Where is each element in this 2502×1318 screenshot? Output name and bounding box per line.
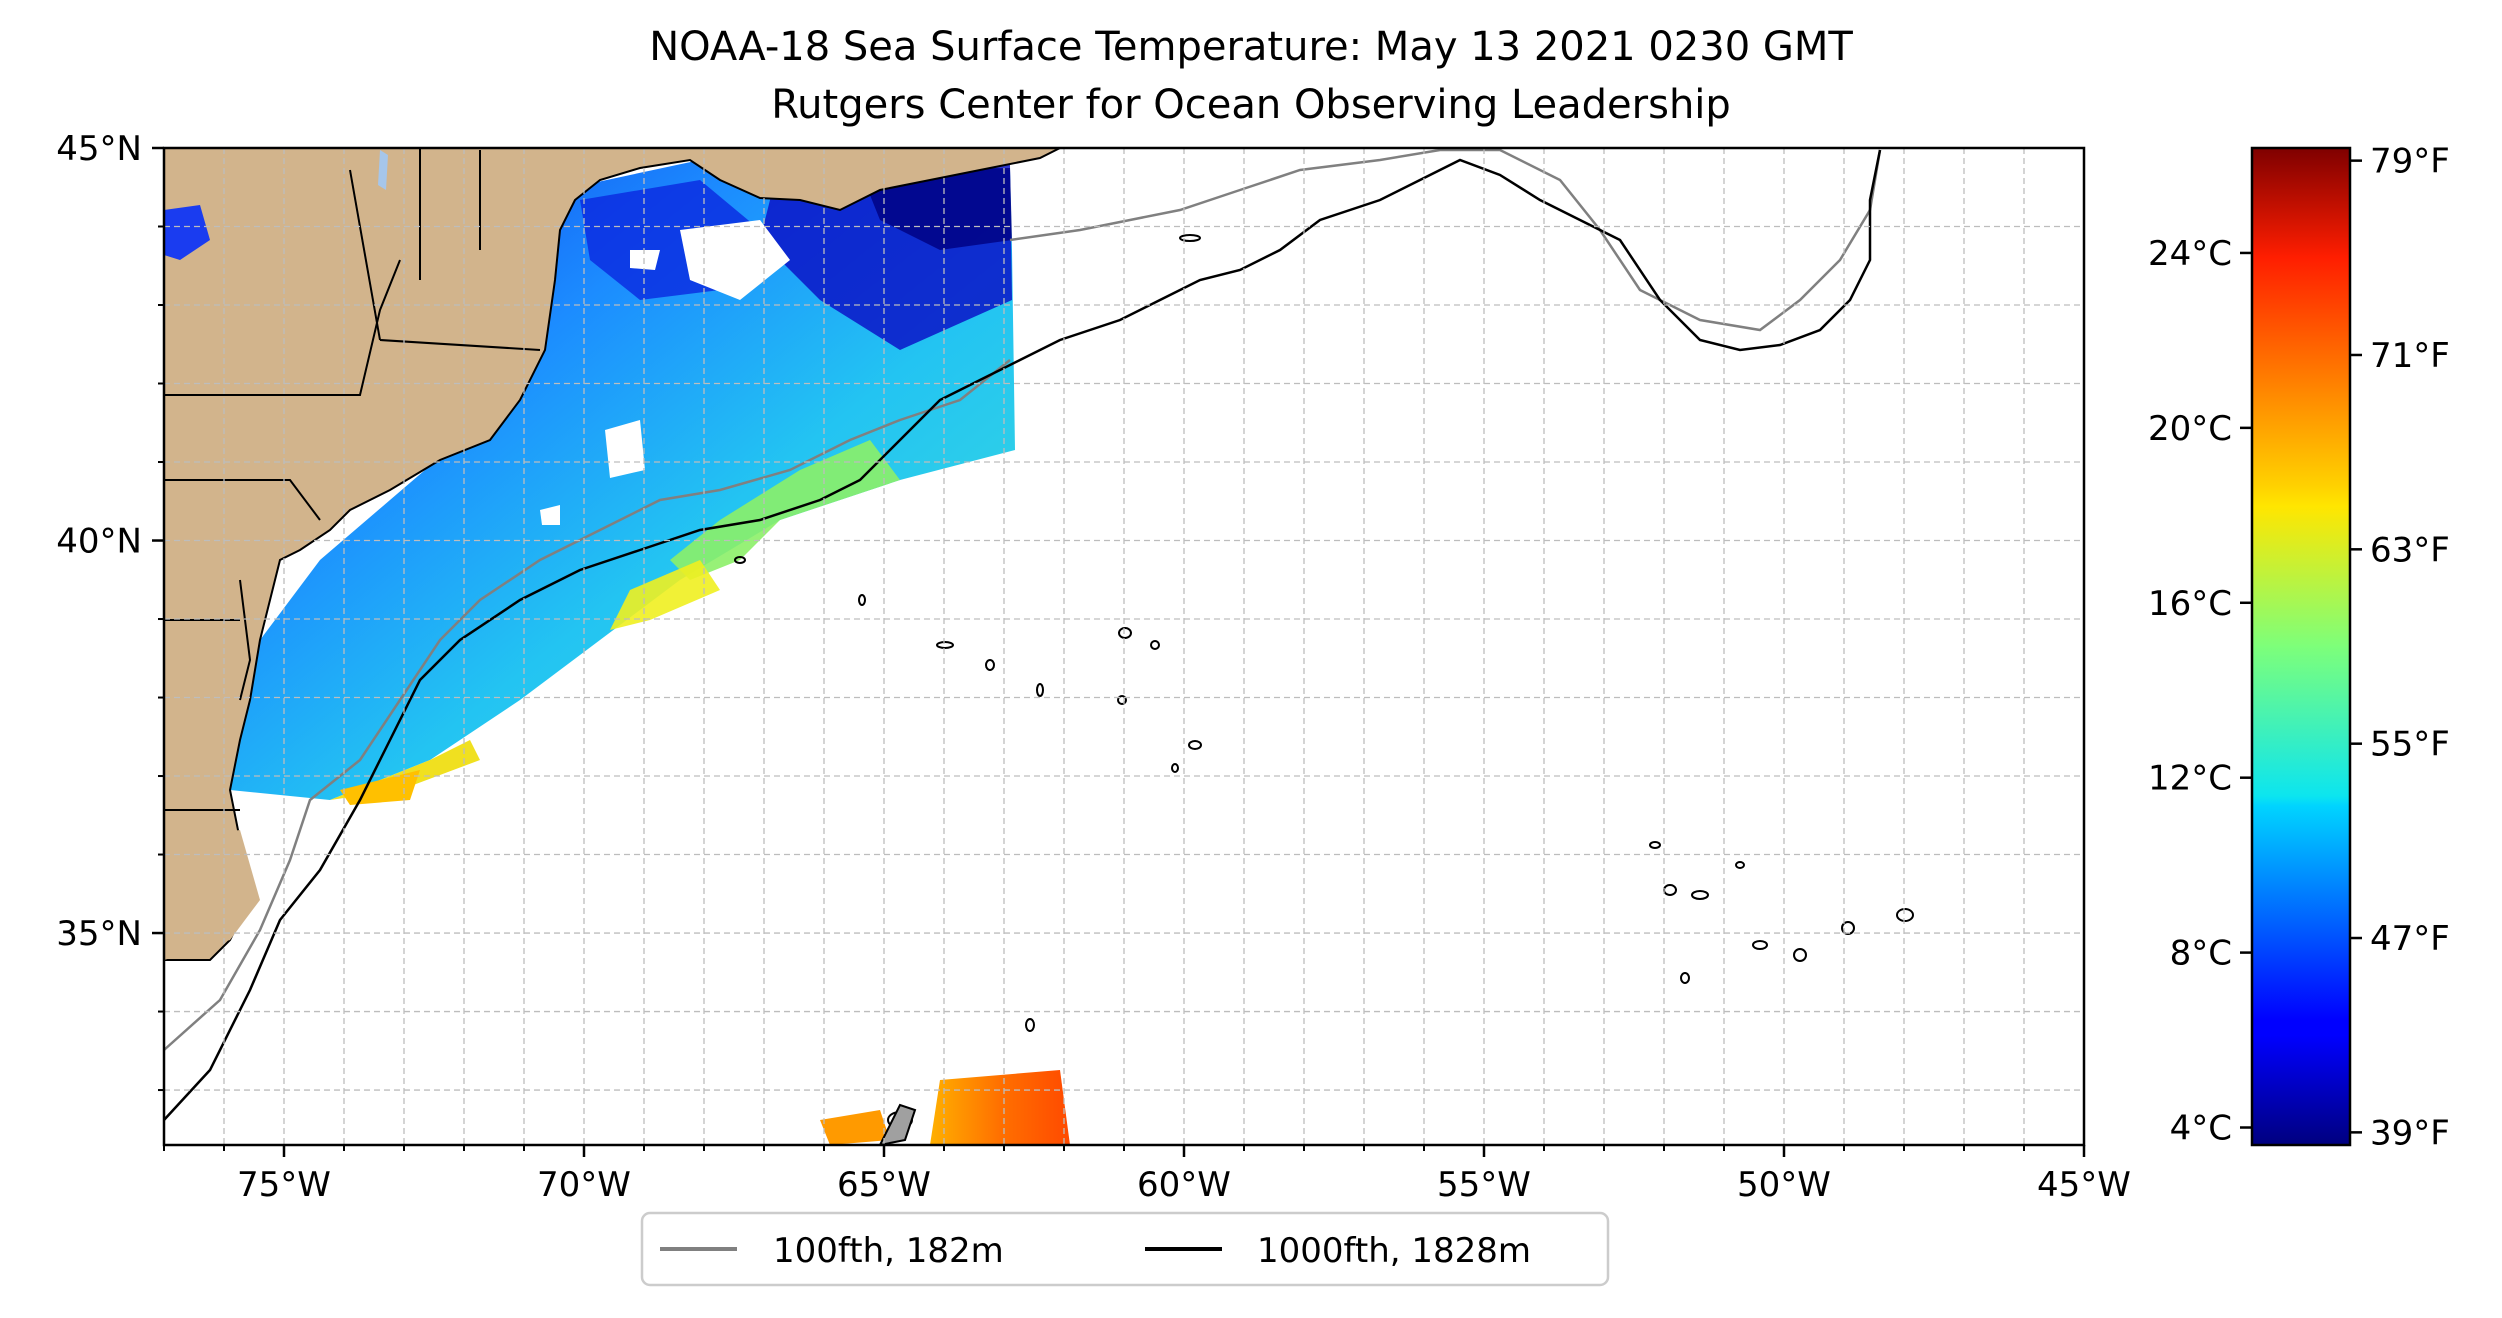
map-subtitle: Rutgers Center for Ocean Observing Leade…: [771, 82, 1731, 128]
seamount-outlines: [734, 234, 1914, 1145]
coastline-land: [164, 148, 1061, 961]
x-tick-label: 70°W: [537, 1165, 631, 1205]
y-tick-label: 35°N: [56, 914, 142, 954]
legend-label-100fth: 100fth, 182m: [773, 1231, 1004, 1271]
isobath-1000fth: [164, 149, 1882, 1121]
colorbar-celsius-ticks: 24°C 20°C 16°C 12°C 8°C 4°C: [2148, 234, 2252, 1149]
x-tick-label: 60°W: [1137, 1165, 1231, 1205]
colorbar: 24°C 20°C 16°C 12°C 8°C 4°C 79°F 71°F 63°F 55°F 4…: [2148, 142, 2450, 1154]
map-title: NOAA-18 Sea Surface Temperature: May 13 …: [649, 24, 1853, 70]
legend-label-1000fth: 1000fth, 1828m: [1257, 1231, 1531, 1271]
legend-box: [640, 1211, 1610, 1287]
x-tick-label: 50°W: [1737, 1165, 1831, 1205]
colorbar-celsius-label: 4°C: [2170, 1109, 2232, 1149]
sst-swath: [190, 150, 1070, 1145]
colorbar-fahrenheit-label: 55°F: [2370, 725, 2450, 765]
x-tick-label: 75°W: [237, 1165, 331, 1205]
x-tick-label: 45°W: [2037, 1165, 2131, 1205]
x-tick-label: 65°W: [837, 1165, 931, 1205]
colorbar-fahrenheit-label: 47°F: [2370, 919, 2450, 959]
legend: 100fth, 182m 1000fth, 1828m: [640, 1211, 1610, 1287]
x-axis-ticks: 75°W 70°W 65°W 60°W 55°W 50°W 45°W: [163, 1145, 2131, 1205]
isobath-100fth: [164, 148, 1882, 1051]
y-axis-ticks: 45°N 40°N 35°N: [56, 129, 164, 1092]
lat-lon-gridlines: [163, 147, 2085, 1145]
colorbar-celsius-label: 8°C: [2170, 934, 2232, 974]
colorbar-celsius-label: 16°C: [2148, 584, 2232, 624]
colorbar-fahrenheit-label: 71°F: [2370, 336, 2450, 376]
y-tick-label: 45°N: [56, 129, 142, 169]
colorbar-gradient: [2250, 146, 2352, 1147]
colorbar-celsius-label: 12°C: [2148, 759, 2232, 799]
colorbar-fahrenheit-label: 63°F: [2370, 530, 2450, 570]
colorbar-fahrenheit-label: 39°F: [2370, 1113, 2450, 1153]
y-tick-label: 40°N: [56, 522, 142, 562]
x-tick-label: 55°W: [1437, 1165, 1531, 1205]
colorbar-celsius-label: 20°C: [2148, 409, 2232, 449]
colorbar-fahrenheit-ticks: 79°F 71°F 63°F 55°F 47°F 39°F: [2350, 142, 2450, 1153]
colorbar-fahrenheit-label: 79°F: [2370, 142, 2450, 182]
colorbar-celsius-label: 24°C: [2148, 234, 2232, 274]
